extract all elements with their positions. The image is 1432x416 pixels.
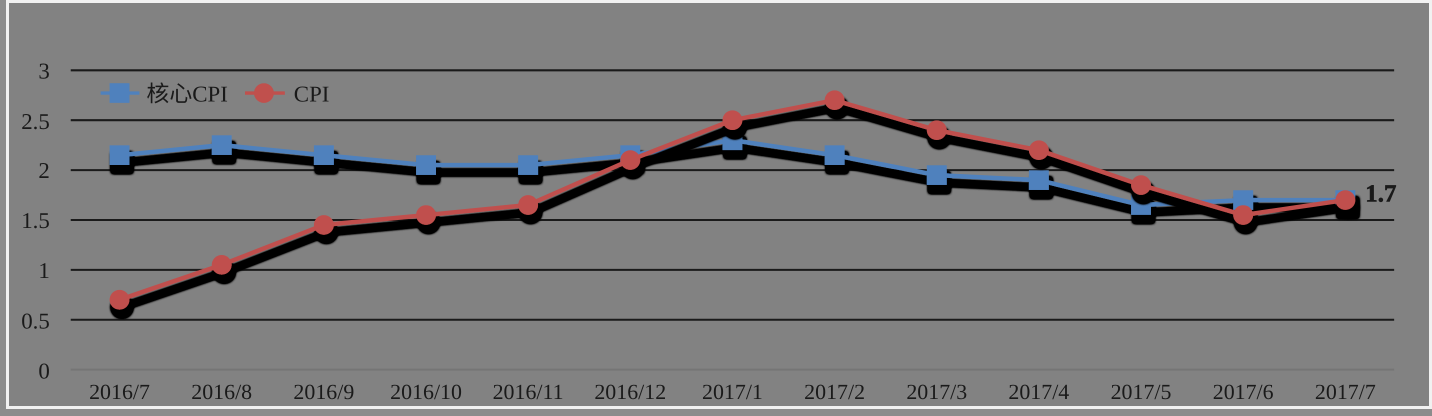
svg-text:2016/10: 2016/10 [390,379,462,404]
svg-text:2017/5: 2017/5 [1111,379,1172,404]
svg-text:2017/1: 2017/1 [702,379,763,404]
svg-text:1.7: 1.7 [1365,181,1396,208]
svg-text:2016/7: 2016/7 [89,379,150,404]
svg-text:2016/11: 2016/11 [493,379,564,404]
svg-text:0.5: 0.5 [21,309,50,334]
svg-text:2017/7: 2017/7 [1315,379,1376,404]
svg-text:2.5: 2.5 [21,109,50,134]
svg-text:2017/4: 2017/4 [1008,379,1069,404]
svg-text:1: 1 [38,259,49,284]
svg-text:1.5: 1.5 [21,208,50,233]
svg-text:0: 0 [38,359,49,384]
svg-text:2017/2: 2017/2 [804,379,865,404]
svg-text:3: 3 [38,59,49,84]
svg-text:2017/3: 2017/3 [906,379,967,404]
svg-text:2017/6: 2017/6 [1213,379,1274,404]
svg-text:2016/12: 2016/12 [594,379,666,404]
svg-text:核心CPI: 核心CPI [146,82,227,107]
svg-text:CPI: CPI [294,82,330,107]
svg-text:2016/8: 2016/8 [191,379,252,404]
svg-text:2016/9: 2016/9 [293,379,354,404]
svg-text:2: 2 [38,158,49,183]
